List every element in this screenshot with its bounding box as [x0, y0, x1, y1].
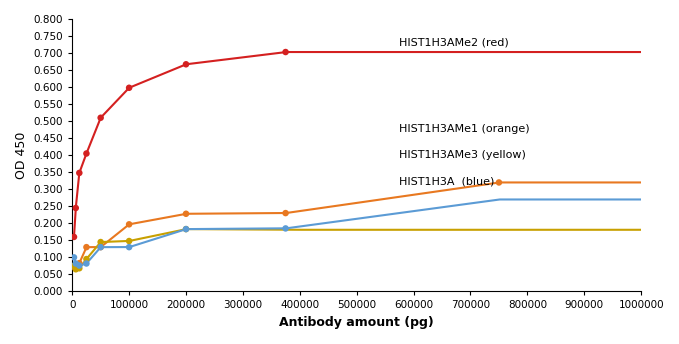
Text: HIST1H3AMe1 (orange): HIST1H3AMe1 (orange)	[399, 124, 530, 134]
Point	[181, 226, 191, 232]
Point	[69, 263, 79, 269]
X-axis label: Antibody amount (pg): Antibody amount (pg)	[279, 316, 434, 329]
Point	[181, 226, 191, 232]
Point	[81, 256, 92, 262]
Point	[69, 255, 79, 260]
Point	[81, 261, 92, 266]
Point	[71, 205, 81, 211]
Text: HIST1H3AMe2 (red): HIST1H3AMe2 (red)	[399, 37, 509, 47]
Point	[124, 244, 134, 250]
Point	[74, 263, 85, 268]
Point	[71, 261, 81, 266]
Point	[95, 115, 106, 120]
Point	[69, 234, 79, 240]
Point	[181, 62, 191, 67]
Point	[81, 244, 92, 250]
Point	[280, 49, 291, 55]
Point	[124, 85, 134, 90]
Text: HIST1H3A  (blue): HIST1H3A (blue)	[399, 176, 495, 186]
Point	[74, 266, 85, 271]
Point	[95, 244, 106, 250]
Point	[74, 260, 85, 266]
Point	[81, 151, 92, 156]
Point	[69, 264, 79, 270]
Point	[95, 244, 106, 250]
Y-axis label: OD 450: OD 450	[15, 131, 28, 179]
Point	[181, 211, 191, 216]
Text: HIST1H3AMe3 (yellow): HIST1H3AMe3 (yellow)	[399, 150, 526, 160]
Point	[71, 266, 81, 271]
Point	[280, 226, 291, 231]
Point	[494, 180, 504, 185]
Point	[95, 239, 106, 245]
Point	[71, 267, 81, 272]
Point	[124, 238, 134, 244]
Point	[74, 170, 85, 176]
Point	[280, 210, 291, 216]
Point	[124, 222, 134, 227]
